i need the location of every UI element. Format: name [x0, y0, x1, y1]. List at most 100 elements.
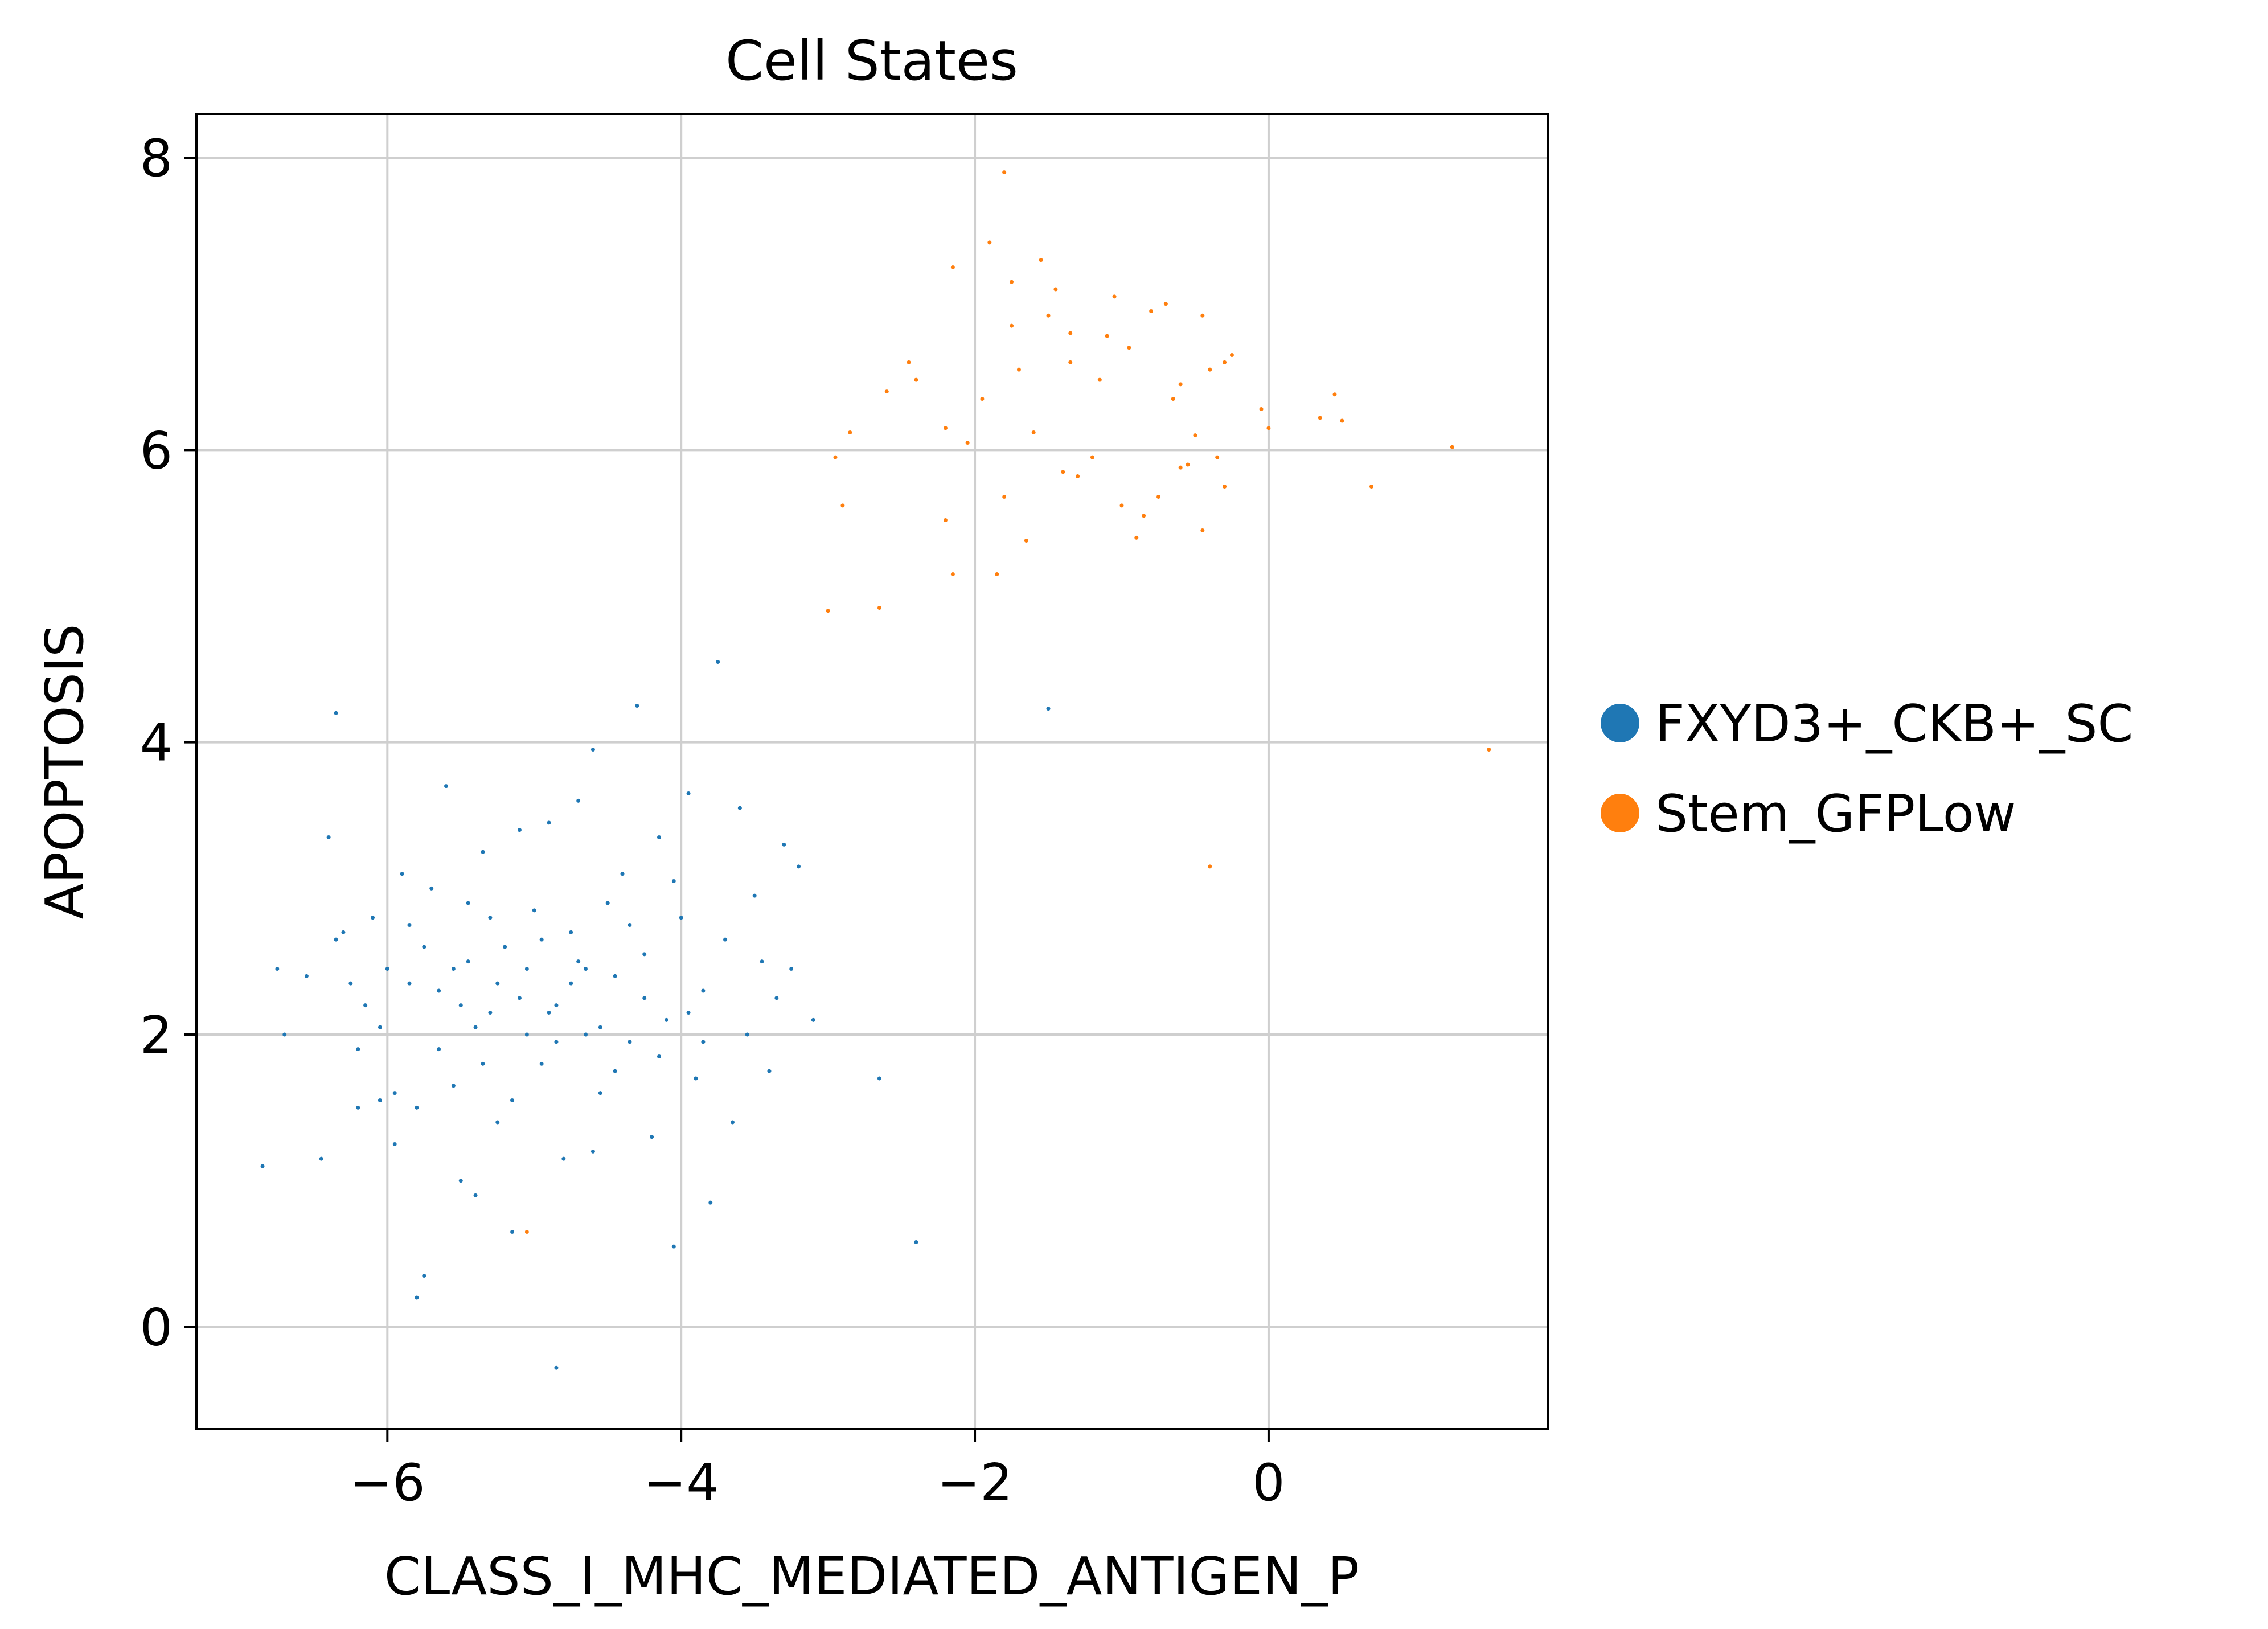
point-series-0 [1046, 707, 1051, 711]
point-series-1 [1178, 382, 1183, 387]
point-series-0 [752, 893, 757, 898]
x-tick-label: −4 [643, 1453, 719, 1513]
point-series-0 [488, 916, 493, 920]
point-series-1 [950, 265, 955, 269]
point-series-0 [737, 806, 742, 810]
x-axis-ticks: −6 −4 −2 0 [350, 1429, 1285, 1513]
point-series-1 [1223, 360, 1227, 364]
point-series-1 [1046, 313, 1051, 318]
point-series-1 [1105, 334, 1109, 338]
point-series-1 [877, 606, 881, 610]
point-series-0 [576, 959, 581, 964]
point-series-1 [1076, 474, 1080, 479]
point-series-1 [884, 389, 889, 394]
point-series-0 [378, 1098, 382, 1102]
point-series-1 [995, 572, 999, 576]
point-series-0 [584, 967, 588, 971]
point-series-0 [547, 820, 551, 825]
point-series-0 [694, 1076, 698, 1081]
point-series-0 [481, 1061, 485, 1066]
point-series-0 [605, 901, 610, 905]
point-series-1 [943, 426, 948, 430]
legend: FXYD3+_CKB+_SC Stem_GFPLow [1601, 694, 2133, 844]
x-tick-label: 0 [1252, 1453, 1285, 1513]
point-series-0 [275, 967, 280, 971]
data-points [260, 170, 1491, 1370]
point-series-1 [1193, 433, 1197, 438]
point-series-1 [524, 1230, 529, 1234]
point-series-0 [341, 930, 346, 934]
point-series-1 [1450, 445, 1454, 449]
point-series-0 [517, 996, 522, 1000]
y-axis-ticks: 0 2 4 6 8 [140, 129, 196, 1357]
point-series-0 [415, 1295, 419, 1300]
point-series-0 [569, 981, 573, 986]
point-series-0 [473, 1193, 478, 1197]
point-series-0 [304, 974, 309, 978]
y-tick-label: 8 [140, 129, 173, 188]
point-series-0 [635, 704, 639, 708]
grid-lines [196, 114, 1548, 1429]
point-series-1 [987, 240, 992, 245]
point-series-0 [458, 1003, 463, 1008]
point-series-0 [664, 1017, 668, 1022]
point-series-1 [1229, 353, 1234, 357]
point-series-0 [657, 1054, 661, 1058]
point-series-1 [1186, 462, 1190, 467]
point-series-0 [407, 981, 412, 986]
point-series-1 [1039, 258, 1043, 262]
point-series-0 [356, 1047, 360, 1052]
point-series-0 [473, 1025, 478, 1029]
y-axis-label: APOPTOSIS [34, 624, 95, 920]
point-series-1 [1340, 418, 1344, 423]
point-series-1 [1016, 367, 1021, 372]
legend-label: FXYD3+_CKB+_SC [1655, 694, 2133, 754]
point-series-1 [1097, 377, 1102, 382]
point-series-1 [1200, 313, 1205, 318]
point-series-1 [1031, 430, 1036, 435]
point-series-1 [1068, 360, 1073, 364]
point-series-0 [613, 974, 617, 978]
legend-marker [1601, 704, 1639, 742]
point-series-0 [385, 967, 389, 971]
point-series-0 [628, 1040, 632, 1044]
point-series-1 [1134, 535, 1139, 540]
point-series-1 [1002, 170, 1007, 175]
point-series-0 [539, 1061, 544, 1066]
point-series-0 [326, 835, 331, 839]
point-series-0 [730, 1120, 735, 1125]
point-series-1 [840, 503, 845, 508]
point-series-0 [392, 1142, 397, 1146]
point-series-1 [1200, 528, 1205, 532]
point-series-1 [1487, 748, 1491, 752]
point-series-0 [686, 1011, 691, 1015]
point-series-0 [378, 1025, 382, 1029]
point-series-0 [701, 1040, 706, 1044]
point-series-1 [1010, 323, 1014, 328]
point-series-1 [1215, 455, 1220, 459]
point-series-0 [598, 1025, 602, 1029]
point-series-1 [1156, 494, 1160, 499]
point-series-1 [1208, 864, 1212, 869]
point-series-0 [554, 1365, 559, 1370]
point-series-0 [510, 1098, 515, 1102]
point-series-1 [1178, 465, 1183, 470]
point-series-0 [767, 1069, 772, 1073]
legend-marker [1601, 794, 1639, 832]
point-series-1 [833, 455, 838, 459]
point-series-0 [407, 923, 412, 927]
x-axis-label: CLASS_I_MHC_MEDIATED_ANTIGEN_P [384, 1546, 1360, 1607]
point-series-1 [965, 441, 970, 445]
point-series-0 [356, 1105, 360, 1110]
point-series-0 [576, 798, 581, 803]
point-series-0 [789, 967, 794, 971]
point-series-1 [1318, 416, 1322, 420]
chart-title: Cell States [725, 29, 1018, 93]
point-series-0 [400, 872, 404, 876]
point-series-1 [1171, 397, 1175, 401]
point-series-0 [422, 1274, 426, 1278]
point-series-0 [422, 945, 426, 949]
point-series-0 [444, 784, 448, 789]
